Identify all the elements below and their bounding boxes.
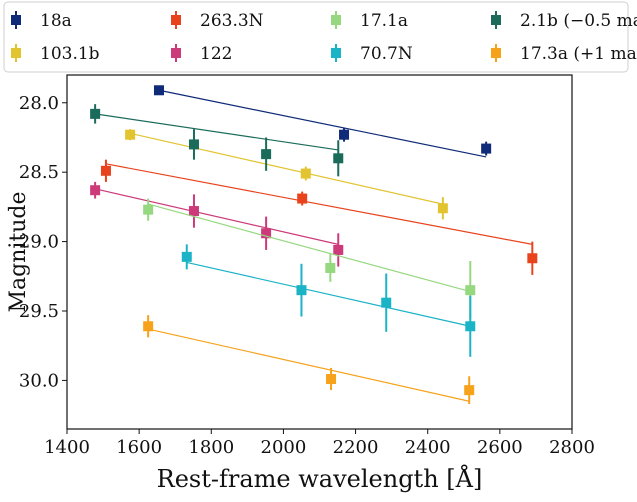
y-tick-label-28-5: 28.5 bbox=[19, 162, 59, 183]
series-0 bbox=[153, 85, 492, 158]
fit-line-2 bbox=[105, 163, 533, 245]
series-1 bbox=[125, 129, 448, 220]
data-point-3-2 bbox=[261, 228, 272, 239]
legend-marker-3 bbox=[171, 48, 181, 58]
x-tick-label-1600: 1600 bbox=[116, 437, 162, 458]
fit-line-6 bbox=[95, 113, 339, 151]
data-point-3-3 bbox=[333, 244, 344, 255]
y-tick-label-28: 28.0 bbox=[19, 93, 59, 114]
data-point-2-0 bbox=[100, 165, 111, 176]
data-point-0-0 bbox=[153, 85, 164, 96]
legend-marker-4 bbox=[331, 15, 341, 25]
data-point-6-1 bbox=[188, 139, 199, 150]
legend-label-1: 103.1b bbox=[40, 44, 100, 64]
legend-item-6: 2.1b (−0.5 mag) bbox=[491, 11, 637, 31]
data-point-5-2 bbox=[381, 297, 392, 308]
axis-ticks: 1400 1600 1800 2000 2200 2400 2600 2800 28.0 28.5… bbox=[19, 93, 595, 458]
legend-item-1: 103.1b bbox=[11, 44, 100, 64]
legend: 18a 103.1b 263.3N 122 17.1a 70.7N 2.1b (−0.5 m… bbox=[11, 11, 637, 64]
legend-marker-7 bbox=[491, 48, 501, 58]
fit-line-0 bbox=[158, 89, 487, 158]
series-3 bbox=[90, 181, 344, 267]
legend-label-5: 70.7N bbox=[360, 44, 413, 64]
fit-line-7 bbox=[148, 328, 470, 402]
y-axis-label: Magnitude bbox=[6, 191, 31, 312]
data-point-2-2 bbox=[527, 253, 538, 264]
x-tick-label-2000: 2000 bbox=[261, 437, 307, 458]
data-point-5-3 bbox=[465, 321, 476, 332]
data-point-6-2 bbox=[261, 149, 272, 160]
data-point-4-0 bbox=[143, 204, 154, 215]
y-tick-label-29-5: 29.5 bbox=[19, 301, 59, 322]
data-point-3-1 bbox=[188, 206, 199, 217]
legend-item-0: 18a bbox=[11, 11, 72, 31]
legend-marker-6 bbox=[491, 15, 501, 25]
legend-label-4: 17.1a bbox=[360, 11, 408, 31]
data-point-1-2 bbox=[437, 203, 448, 214]
x-tick-label-2400: 2400 bbox=[405, 437, 451, 458]
x-axis-label: Rest-frame wavelength [Å] bbox=[157, 464, 483, 493]
data-point-5-0 bbox=[181, 251, 192, 262]
legend-item-3: 122 bbox=[171, 44, 232, 64]
data-point-1-0 bbox=[125, 129, 136, 140]
legend-item-4: 17.1a bbox=[331, 11, 408, 31]
fit-line-4 bbox=[148, 203, 471, 293]
x-tick-label-2200: 2200 bbox=[333, 437, 379, 458]
plot-frame bbox=[66, 74, 573, 430]
x-tick-label-2800: 2800 bbox=[549, 437, 595, 458]
data-point-0-2 bbox=[481, 143, 492, 154]
data-point-4-2 bbox=[465, 285, 476, 296]
y-tick-label-30: 30.0 bbox=[19, 370, 59, 391]
legend-item-5: 70.7N bbox=[331, 44, 413, 64]
legend-marker-5 bbox=[331, 48, 341, 58]
data-point-1-1 bbox=[300, 168, 311, 179]
data-marks bbox=[90, 85, 538, 405]
series-5 bbox=[181, 244, 476, 357]
legend-box bbox=[3, 1, 629, 73]
legend-marker-2 bbox=[171, 15, 181, 25]
legend-label-0: 18a bbox=[40, 11, 72, 31]
legend-item-7: 17.3a (+1 mag) bbox=[491, 44, 637, 64]
data-point-7-1 bbox=[326, 374, 337, 385]
legend-label-6: 2.1b (−0.5 mag) bbox=[520, 11, 637, 31]
data-point-4-1 bbox=[325, 262, 336, 273]
series-6 bbox=[90, 104, 344, 177]
data-point-7-2 bbox=[464, 385, 475, 396]
series-2 bbox=[100, 159, 538, 275]
data-point-5-1 bbox=[296, 285, 307, 296]
y-tick-label-29: 29.0 bbox=[19, 232, 59, 253]
x-tick-label-1800: 1800 bbox=[188, 437, 234, 458]
data-point-6-0 bbox=[90, 108, 101, 119]
series-7 bbox=[143, 315, 475, 405]
x-tick-label-2600: 2600 bbox=[477, 437, 523, 458]
data-point-2-1 bbox=[297, 193, 308, 204]
legend-item-2: 263.3N bbox=[171, 11, 264, 31]
data-point-7-0 bbox=[143, 321, 154, 332]
fit-line-3 bbox=[95, 188, 339, 245]
data-point-0-1 bbox=[339, 129, 350, 140]
legend-label-2: 263.3N bbox=[200, 11, 264, 31]
legend-label-3: 122 bbox=[200, 44, 232, 64]
x-tick-label-1400: 1400 bbox=[44, 437, 90, 458]
legend-marker-0 bbox=[11, 15, 21, 25]
legend-label-7: 17.3a (+1 mag) bbox=[520, 44, 637, 64]
fit-line-5 bbox=[186, 261, 471, 327]
legend-marker-1 bbox=[11, 48, 21, 58]
data-point-3-0 bbox=[90, 185, 101, 196]
data-point-6-3 bbox=[333, 153, 344, 164]
fit-line-1 bbox=[129, 132, 443, 205]
